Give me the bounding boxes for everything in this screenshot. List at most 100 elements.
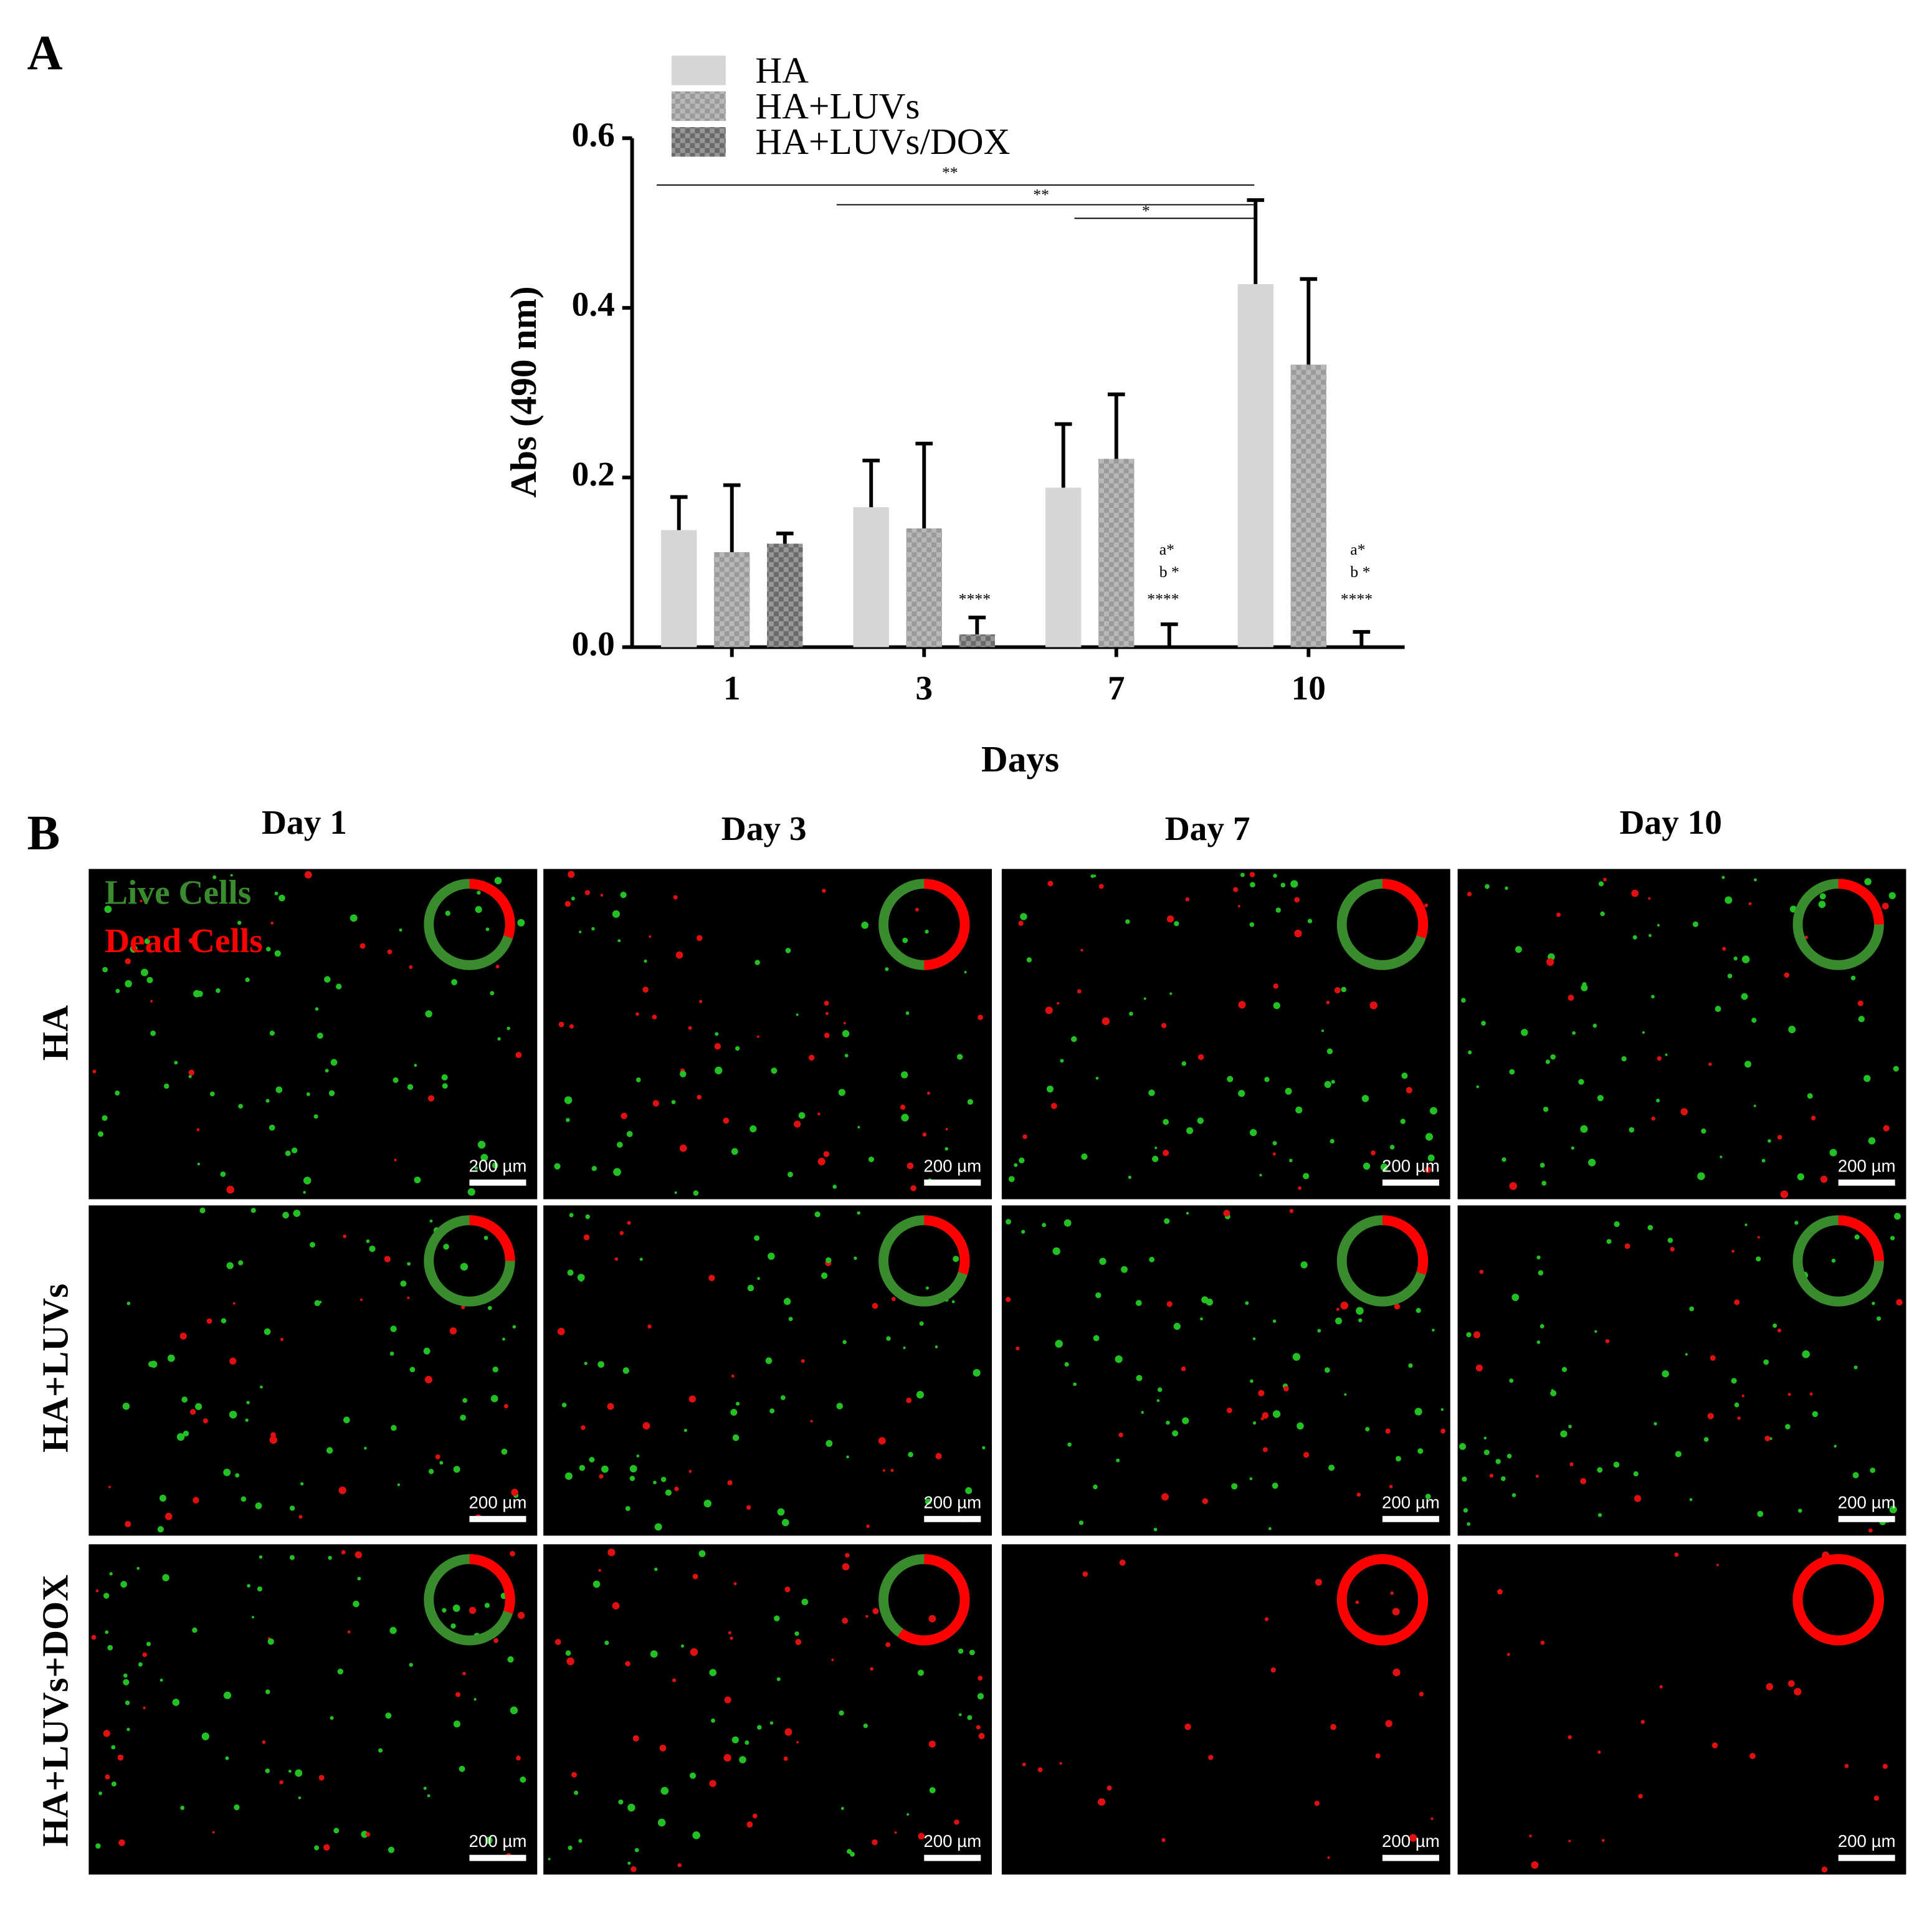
cell [409,1367,416,1373]
cell [730,1636,733,1640]
cell [1864,878,1872,885]
cell [232,1302,236,1305]
cell [1597,1467,1603,1473]
cell [316,1033,323,1039]
cell [1640,1720,1645,1724]
cell [193,1497,199,1504]
cell [1429,1107,1437,1115]
cell [1285,1087,1292,1095]
cell [1594,1330,1597,1333]
error-bar [1353,630,1371,647]
cell [1258,1390,1265,1396]
cell [355,1551,363,1558]
cell [579,1464,586,1471]
cell [1375,1753,1381,1758]
cell [140,900,143,903]
cell [1568,995,1574,1001]
cell [1654,1422,1657,1426]
cell [95,1843,101,1849]
cell [176,1433,185,1441]
cell [1143,997,1146,1000]
cell [784,1728,792,1736]
row-label: HA [35,1005,76,1061]
cell [863,1723,868,1729]
x-tick-label: 10 [1292,669,1326,707]
cell [723,1753,731,1762]
cell [665,1489,672,1496]
cell [964,971,967,974]
cell [123,1679,130,1686]
cell [1148,1089,1155,1097]
cell [1473,1331,1481,1338]
cell [1697,1172,1705,1180]
cell [1551,1389,1554,1392]
cell [1737,1416,1741,1420]
cell [558,1021,564,1028]
cell [868,1157,874,1163]
cell [238,1104,243,1109]
micrograph-background [88,869,538,1200]
cell [598,1568,601,1572]
cell [925,929,929,934]
cell [235,1473,240,1478]
cell [449,1327,457,1335]
cell [926,1091,930,1095]
cell [774,1615,780,1621]
cell [1497,1589,1503,1595]
cell [495,965,500,969]
cell [1670,1247,1675,1252]
cell [679,1071,687,1077]
cell [631,1866,637,1872]
cell [1787,1393,1791,1396]
cell [1820,1175,1828,1183]
cell [1037,1767,1043,1773]
cell [490,1395,498,1403]
scale-bar-label: 200 µm [1382,1492,1440,1512]
cell [378,1748,383,1753]
cell [445,910,450,916]
cell [257,1586,262,1592]
cell [1080,948,1083,952]
scale-bar [1382,1515,1439,1522]
cell [564,1096,573,1104]
cell [1536,1340,1541,1344]
cell [1409,1834,1417,1842]
cell [967,1099,973,1105]
micrograph-background [1001,1544,1450,1875]
cell [104,905,112,913]
cell [1260,1417,1264,1421]
cell [221,1318,227,1324]
cell [1773,1323,1777,1328]
cell [1597,1095,1604,1102]
cell [1634,1495,1642,1502]
cell [915,907,919,912]
cell [579,930,582,933]
cell [1568,1839,1571,1843]
cell [517,1611,525,1619]
cell [1014,1163,1018,1167]
scale-bar-label: 200 µm [1838,1492,1896,1512]
cell [1764,1435,1771,1441]
dead-ring [1382,1215,1429,1276]
legend-label: HA+LUVs/DOX [755,121,1010,162]
cell [111,1781,117,1787]
micrograph: 200 µm [1457,1544,1906,1875]
cell [554,1639,561,1645]
cell [1250,1379,1254,1383]
cell [756,1035,760,1038]
cell [323,1844,330,1851]
dead-ring [1838,879,1884,925]
cell [569,1213,574,1218]
cell [735,1046,740,1051]
cell [967,1715,973,1720]
cell [1098,1798,1106,1806]
bar [1045,487,1082,647]
cell [298,1515,303,1519]
cell [1797,1509,1802,1513]
cell [442,1608,447,1613]
cell [1166,1420,1170,1425]
cell [462,1671,466,1676]
cell [366,1239,370,1243]
cell [313,1114,318,1119]
cell [1722,947,1726,951]
